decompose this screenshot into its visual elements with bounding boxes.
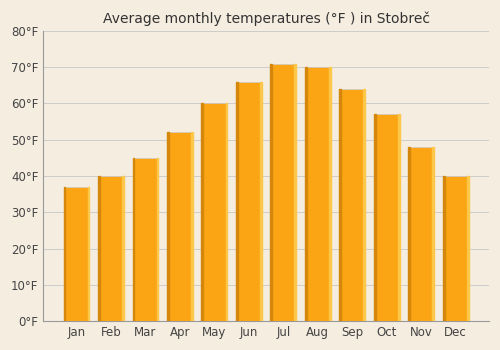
Bar <box>260 82 262 321</box>
Bar <box>270 64 272 321</box>
Bar <box>467 176 468 321</box>
Bar <box>64 187 90 321</box>
Bar <box>236 82 238 321</box>
Bar <box>443 176 468 321</box>
Bar <box>98 176 100 321</box>
Bar <box>202 104 203 321</box>
Bar <box>202 104 228 321</box>
Bar <box>270 64 296 321</box>
Bar <box>374 114 376 321</box>
Bar <box>122 176 124 321</box>
Bar <box>340 89 341 321</box>
Bar <box>364 89 365 321</box>
Bar <box>432 147 434 321</box>
Bar <box>64 187 66 321</box>
Bar <box>329 67 331 321</box>
Bar <box>156 158 158 321</box>
Bar <box>191 132 193 321</box>
Bar <box>88 187 90 321</box>
Bar <box>167 132 193 321</box>
Bar <box>132 158 134 321</box>
Bar <box>398 114 400 321</box>
Bar <box>98 176 124 321</box>
Bar <box>443 176 444 321</box>
Title: Average monthly temperatures (°F ) in Stobreč: Average monthly temperatures (°F ) in St… <box>102 11 430 26</box>
Bar <box>167 132 169 321</box>
Bar <box>305 67 306 321</box>
Bar <box>294 64 296 321</box>
Bar <box>408 147 410 321</box>
Bar <box>340 89 365 321</box>
Bar <box>236 82 262 321</box>
Bar <box>408 147 434 321</box>
Bar <box>305 67 331 321</box>
Bar <box>374 114 400 321</box>
Bar <box>132 158 158 321</box>
Bar <box>226 104 228 321</box>
